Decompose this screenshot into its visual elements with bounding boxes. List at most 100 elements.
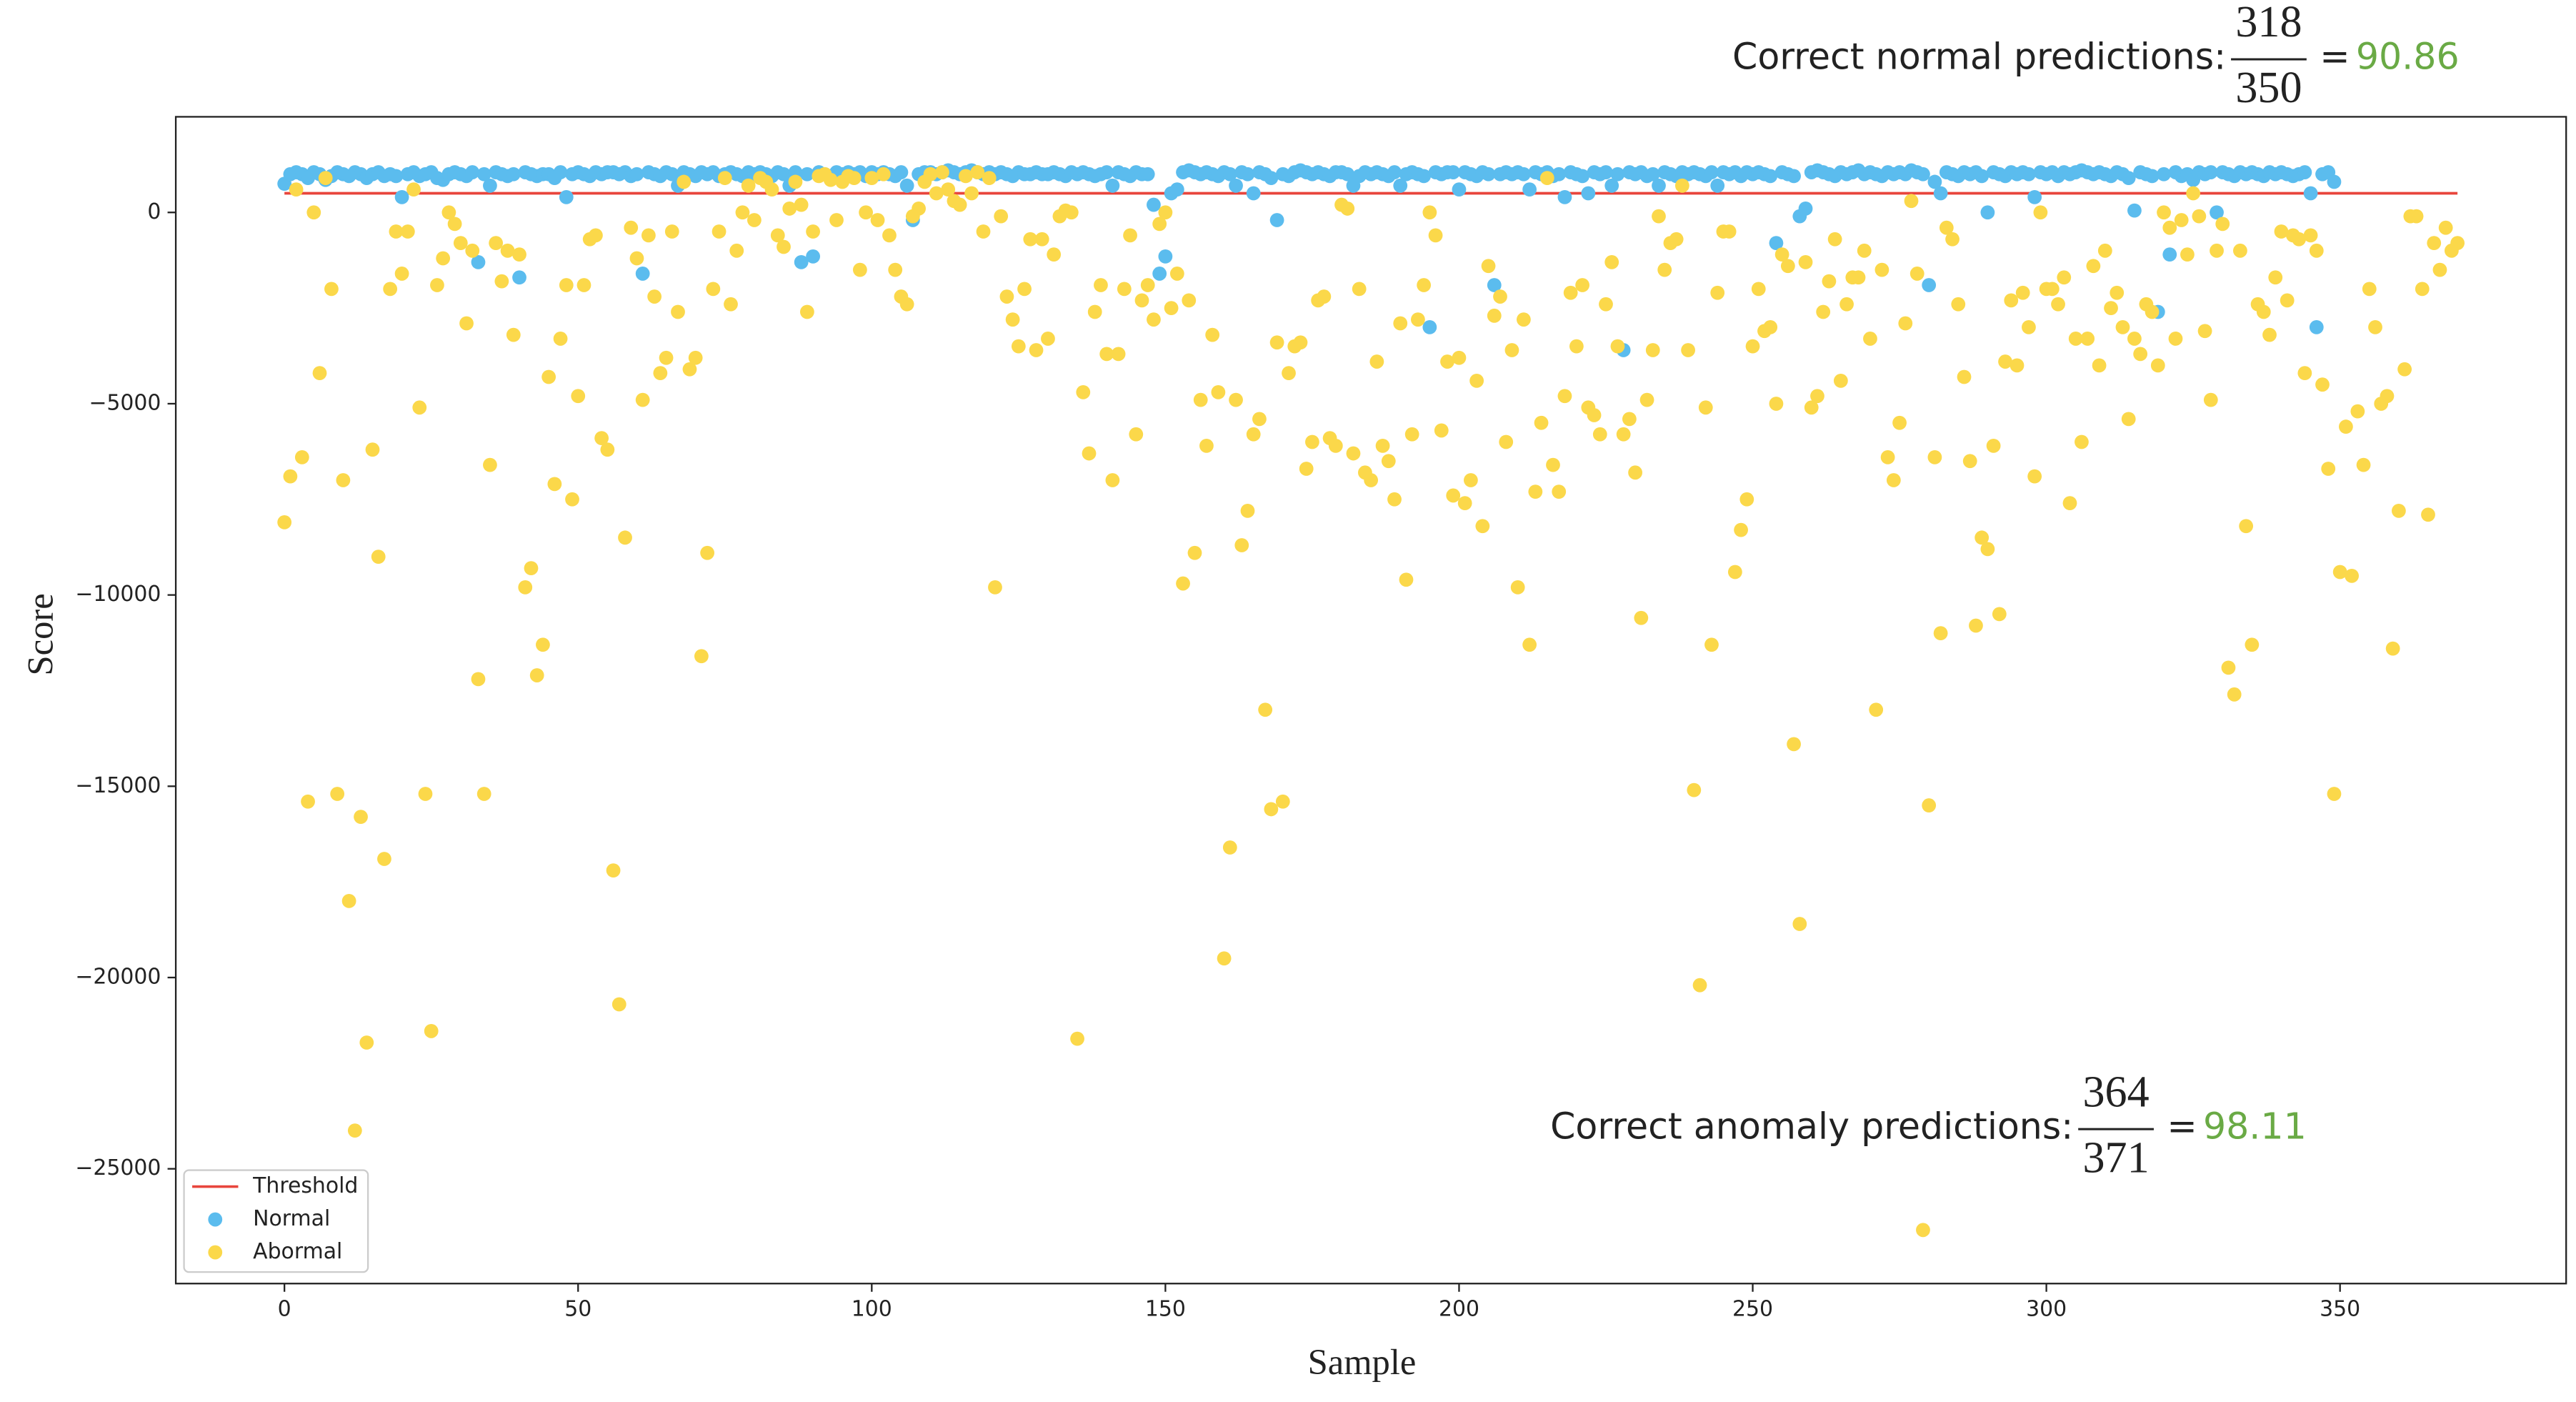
point <box>2321 462 2336 476</box>
point <box>1293 335 1308 350</box>
point <box>541 369 556 384</box>
point <box>1628 465 1642 480</box>
point <box>524 561 539 576</box>
point <box>1780 259 1795 274</box>
point <box>1364 473 1379 487</box>
annotation-equals: = <box>2167 1105 2197 1148</box>
point <box>2010 358 2025 373</box>
point <box>1922 798 1937 812</box>
point <box>2027 189 2042 204</box>
point <box>2097 243 2112 258</box>
point <box>471 254 486 269</box>
point <box>1657 262 1672 277</box>
point <box>2075 434 2089 449</box>
point <box>2180 247 2195 262</box>
point <box>1610 339 1625 354</box>
point <box>2245 637 2260 652</box>
point <box>1992 607 2007 622</box>
point <box>1557 189 1572 204</box>
point <box>2157 166 2171 182</box>
point <box>1269 335 1284 350</box>
point <box>1575 169 1589 184</box>
y-tick-label: −10000 <box>75 582 161 607</box>
point <box>2450 236 2465 250</box>
point <box>1105 473 1120 487</box>
point <box>629 251 644 266</box>
point <box>1927 450 1942 464</box>
point <box>1229 392 1243 407</box>
point <box>899 297 914 312</box>
point <box>1798 254 1813 269</box>
point <box>1769 397 1784 411</box>
point <box>1769 236 1784 250</box>
point <box>1975 530 1990 545</box>
point <box>2015 285 2030 300</box>
point <box>2327 787 2342 801</box>
point <box>571 389 586 404</box>
y-tick-label: 0 <box>147 199 161 224</box>
point <box>1539 171 1554 185</box>
point <box>2121 171 2136 185</box>
point <box>2210 205 2224 220</box>
point <box>1763 319 1778 334</box>
point <box>1240 503 1255 518</box>
point <box>1282 366 1296 381</box>
point <box>1017 282 1032 297</box>
point <box>2127 332 2142 346</box>
point <box>1916 166 1930 182</box>
point <box>1763 169 1778 184</box>
point <box>1922 278 1937 292</box>
point <box>406 182 421 197</box>
point <box>747 213 762 227</box>
point <box>1739 492 1754 507</box>
point <box>1674 178 1689 193</box>
point <box>712 224 727 239</box>
point <box>1211 385 1226 399</box>
point <box>1774 247 1789 262</box>
point <box>717 171 732 185</box>
legend-swatch <box>208 1245 223 1260</box>
point <box>1816 304 1831 319</box>
point <box>2033 205 2048 220</box>
point <box>1417 278 1432 292</box>
point <box>1387 165 1402 179</box>
point <box>465 165 480 179</box>
point <box>1734 522 1748 537</box>
point <box>1299 462 1314 476</box>
point <box>1710 285 1725 300</box>
point <box>336 473 351 487</box>
point <box>1792 917 1807 931</box>
point <box>1980 542 1995 557</box>
point <box>1111 347 1126 362</box>
point <box>1869 702 1884 717</box>
x-tick-label: 300 <box>2026 1297 2067 1322</box>
point <box>1169 267 1184 281</box>
point <box>1575 278 1589 292</box>
point <box>447 217 462 232</box>
point <box>2086 259 2101 274</box>
point <box>377 852 391 866</box>
point <box>2427 236 2442 250</box>
point <box>2256 304 2271 319</box>
point <box>2397 362 2412 377</box>
point <box>677 174 692 189</box>
point <box>2233 243 2247 258</box>
point <box>318 171 333 185</box>
point <box>412 400 427 415</box>
point <box>2022 166 2036 182</box>
annotation-result: 98.11 <box>2203 1105 2307 1148</box>
point <box>1517 312 1531 327</box>
point <box>1328 438 1343 453</box>
point <box>1822 274 1837 289</box>
point <box>2121 412 2136 427</box>
point <box>394 189 409 204</box>
point <box>847 171 862 185</box>
point <box>941 182 956 197</box>
y-axis-label: Score <box>21 593 61 675</box>
point <box>606 863 621 878</box>
point <box>1264 802 1279 817</box>
point <box>829 213 844 227</box>
y-tick-label: −20000 <box>75 964 161 989</box>
point <box>864 171 879 185</box>
point <box>1610 166 1625 182</box>
